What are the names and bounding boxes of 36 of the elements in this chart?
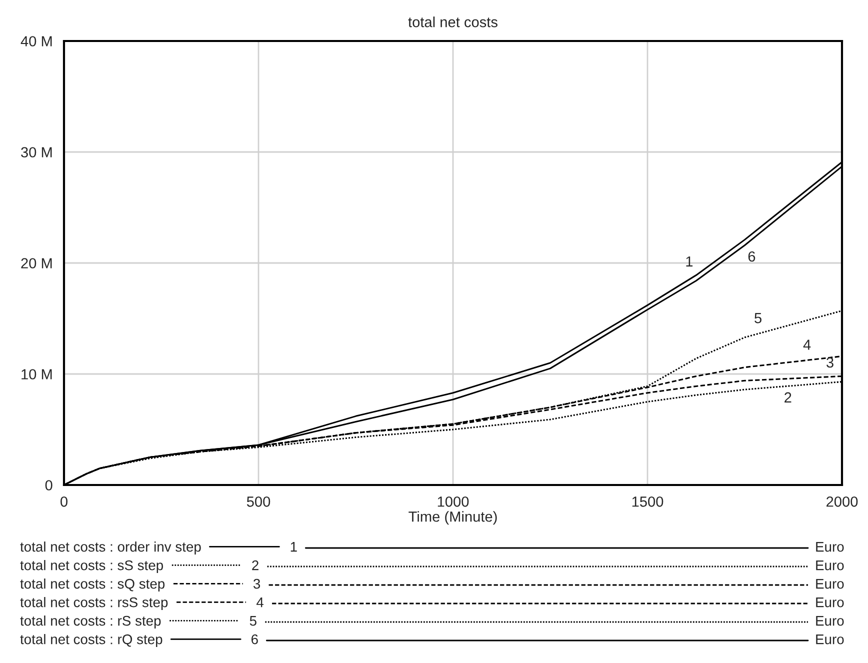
y-tick-label: 10 M — [22, 369, 52, 380]
annotation: 3 — [826, 357, 834, 368]
x-axis-title: Time (Minute) — [408, 511, 497, 525]
legend-label: total net costs : sS step — [20, 560, 164, 573]
y-tick-label: 20 M — [21, 258, 52, 268]
text: Euro — [816, 598, 844, 608]
legend-label: total net costs : sQ step — [20, 578, 165, 592]
annotation: 5 — [754, 313, 762, 324]
annotation: 1 — [686, 256, 693, 266]
text: Euro — [816, 634, 844, 644]
y-tick-label: 40 M — [20, 36, 52, 46]
x-tick-label: 2000 — [826, 496, 858, 507]
x-tick-label: 0 — [60, 496, 68, 507]
x-tick-label: 1000 — [438, 496, 469, 507]
text: 6 — [251, 634, 258, 644]
text: 1 — [290, 542, 297, 552]
x-tick-label: 1500 — [632, 496, 664, 507]
annotation: 4 — [803, 340, 811, 350]
y-tick-label: 0 — [45, 480, 52, 490]
text: Euro — [816, 579, 844, 589]
legend-label: total net costs : rsS step — [20, 597, 168, 610]
text: 3 — [253, 578, 260, 589]
y-tick-label: 30 M — [21, 147, 52, 158]
annotation: 2 — [784, 392, 792, 402]
annotation: 6 — [748, 251, 756, 262]
text: 5 — [250, 616, 256, 626]
text: Euro — [816, 616, 844, 626]
legend-label: total net costs : rQ step — [20, 634, 162, 647]
text: Euro — [816, 560, 844, 570]
text: 4 — [256, 598, 264, 608]
text: Euro — [816, 542, 844, 552]
x-tick-label: 500 — [246, 496, 270, 507]
text: 2 — [252, 560, 258, 570]
legend-label: total net costs : rS step — [20, 616, 161, 628]
legend-label: total net costs : order inv step — [20, 542, 201, 554]
chart-title: total net costs — [408, 16, 498, 28]
